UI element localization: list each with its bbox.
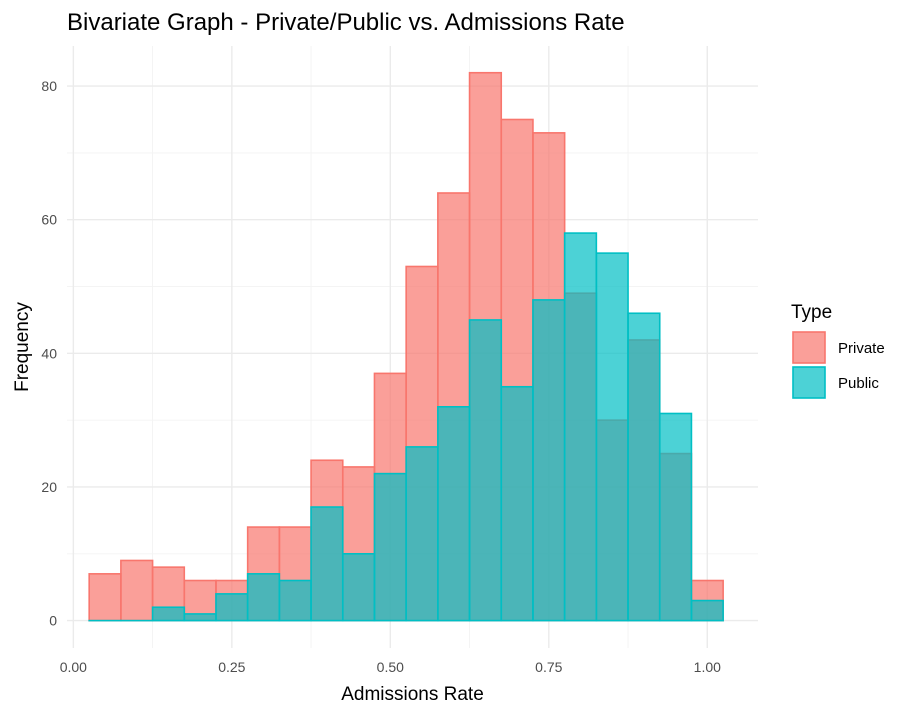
legend-key-public: [793, 367, 825, 398]
y-tick-label: 40: [41, 345, 57, 361]
public-bar: [438, 407, 470, 621]
public-bar: [311, 507, 343, 621]
legend-label-public: Public: [838, 375, 879, 392]
public-bar: [248, 574, 280, 621]
public-bar: [374, 474, 406, 621]
legend-label-private: Private: [838, 340, 885, 357]
x-axis-ticks: 0.00 0.25 0.50 0.75 1.00: [60, 659, 721, 675]
x-tick-label: 0.50: [377, 659, 404, 675]
legend-title: Type: [791, 302, 832, 323]
public-bar: [216, 594, 248, 621]
y-tick-label: 60: [41, 212, 57, 228]
public-bar: [596, 253, 628, 620]
y-axis-ticks: 0 20 40 60 80: [41, 78, 57, 629]
y-tick-label: 0: [49, 613, 57, 629]
public-bar: [501, 387, 533, 621]
x-tick-label: 0.75: [535, 659, 562, 675]
public-bar: [184, 614, 216, 621]
legend: Type Private Public: [791, 302, 885, 398]
public-bar: [153, 607, 185, 620]
public-bar: [343, 554, 375, 621]
public-bar: [470, 320, 502, 621]
chart-title: Bivariate Graph - Private/Public vs. Adm…: [67, 9, 625, 36]
public-bar: [279, 581, 311, 621]
x-tick-label: 1.00: [694, 659, 721, 675]
public-bar: [660, 413, 692, 620]
x-tick-label: 0.25: [218, 659, 245, 675]
public-bar: [406, 447, 438, 621]
y-tick-label: 20: [41, 479, 57, 495]
x-axis-title: Admissions Rate: [341, 684, 484, 705]
private-bar: [121, 560, 153, 620]
public-bar: [691, 601, 723, 621]
legend-key-private: [793, 332, 825, 363]
public-bar: [533, 300, 565, 621]
private-bar: [89, 574, 121, 621]
y-axis-title: Frequency: [12, 302, 33, 392]
public-bar: [565, 233, 597, 621]
x-tick-label: 0.00: [60, 659, 87, 675]
public-bar: [628, 313, 660, 620]
y-tick-label: 80: [41, 78, 57, 94]
